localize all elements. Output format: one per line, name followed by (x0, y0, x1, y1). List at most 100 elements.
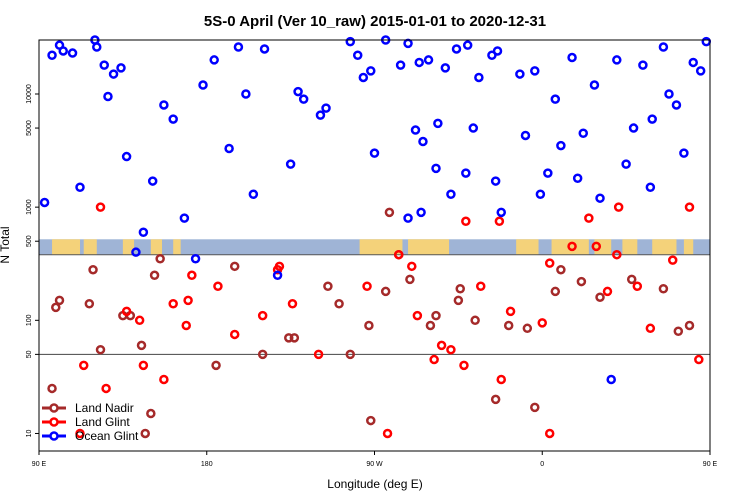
x-tick-label: 90 E (32, 461, 47, 468)
data-point (289, 333, 300, 343)
data-point (658, 284, 669, 294)
data-point (431, 163, 441, 174)
data-point (134, 315, 145, 326)
land-patch (122, 239, 135, 255)
data-point (487, 50, 497, 60)
data-point (606, 374, 616, 385)
legend-swatch-marker (49, 417, 59, 427)
legend-label: Land Glint (75, 415, 130, 429)
data-point (645, 323, 656, 334)
data-point (684, 202, 695, 212)
data-point (429, 354, 439, 365)
data-point (612, 55, 622, 65)
data-point (147, 176, 158, 186)
data-point (658, 42, 669, 52)
y-tick-label: 5000 (26, 120, 33, 136)
data-point (647, 114, 657, 124)
data-point (146, 408, 156, 419)
data-point (393, 249, 404, 260)
data-point (544, 428, 555, 439)
data-point (451, 44, 462, 54)
data-point (380, 286, 391, 297)
data-point (626, 274, 637, 285)
data-point (537, 318, 547, 328)
data-point (496, 374, 506, 385)
data-point (345, 349, 356, 360)
data-point (470, 315, 480, 326)
data-point (645, 182, 656, 192)
data-point (679, 148, 689, 158)
data-point (75, 428, 85, 439)
data-point (530, 66, 540, 76)
data-point (403, 213, 413, 223)
data-point (131, 247, 141, 257)
data-point (138, 227, 149, 238)
data-point (358, 72, 369, 83)
land-patch (150, 239, 163, 255)
x-axis-label: Longitude (deg E) (327, 477, 422, 491)
legend-entry: Land Nadir (42, 401, 134, 415)
data-point (75, 182, 85, 192)
data-points (39, 35, 712, 439)
chart-title: 5S-0 April (Ver 10_raw) 2015-01-01 to 20… (204, 13, 546, 30)
data-point (664, 89, 674, 99)
data-point (54, 295, 65, 306)
data-point (149, 270, 160, 281)
data-point (543, 168, 553, 178)
data-point (407, 261, 417, 272)
data-point (99, 60, 109, 70)
data-point (632, 281, 643, 291)
data-point (612, 249, 622, 260)
land-patch (551, 239, 589, 255)
data-point (459, 360, 469, 371)
data-point (433, 118, 443, 129)
data-point (589, 80, 600, 90)
data-point (414, 57, 424, 68)
data-point (272, 270, 283, 281)
data-point (334, 299, 344, 309)
data-point (461, 168, 471, 178)
data-point (602, 286, 613, 297)
data-point (572, 173, 583, 184)
data-point (257, 310, 268, 321)
data-point (101, 383, 111, 394)
data-point (578, 128, 589, 138)
y-tick-label: 1000 (26, 199, 33, 215)
data-point (159, 100, 169, 110)
data-point (181, 320, 191, 331)
land-patch (173, 239, 181, 255)
data-point (440, 63, 451, 73)
data-point (638, 60, 648, 70)
data-point (520, 130, 531, 141)
data-point (257, 349, 268, 360)
legend-label: Ocean Glint (75, 429, 139, 443)
data-point (621, 159, 631, 169)
data-point (613, 202, 624, 212)
data-point (446, 189, 456, 200)
data-point (431, 310, 441, 321)
legend-swatch-marker (49, 403, 59, 413)
y-tick-label: 10000 (26, 84, 33, 104)
data-point (229, 329, 240, 340)
x-tick-label: 90 E (703, 461, 718, 468)
data-point (412, 310, 423, 321)
data-point (567, 52, 577, 63)
data-point (496, 207, 506, 218)
land-patch (52, 239, 81, 255)
data-point (503, 320, 514, 331)
data-point (116, 63, 126, 73)
land-patch (652, 239, 677, 255)
data-point (84, 299, 95, 309)
data-point (468, 123, 479, 133)
data-point (453, 295, 464, 306)
data-point (410, 125, 421, 135)
data-point (522, 323, 533, 334)
data-point (595, 292, 605, 302)
legend-entry: Land Glint (42, 415, 130, 429)
y-axis: 10 50 100 500 1000 5000 10000 (26, 84, 39, 437)
data-point (490, 394, 501, 405)
data-point (198, 80, 208, 90)
y-tick-label: 500 (26, 235, 33, 247)
data-point (461, 216, 471, 227)
